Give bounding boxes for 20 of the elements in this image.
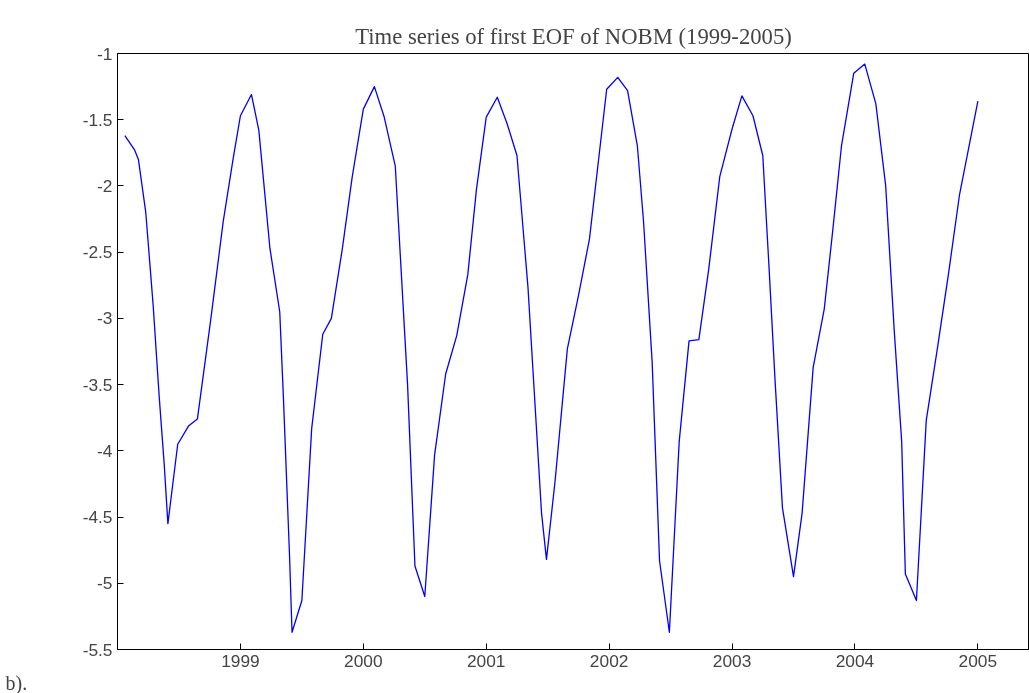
x-tick-label: 2002 xyxy=(589,650,629,671)
text: b). xyxy=(5,671,28,693)
x-tick-label: 1999 xyxy=(221,650,260,671)
y-tick-label: -1 xyxy=(97,43,113,64)
y-tick-label: -2.5 xyxy=(82,242,113,263)
chart-title: Time series of first EOF of NOBM (1999-2005) xyxy=(355,23,792,49)
x-tick-label: 2004 xyxy=(835,650,875,671)
x-tick-label: 2005 xyxy=(958,650,998,671)
y-tick-label: -5.5 xyxy=(82,639,113,660)
x-tick-label: 2000 xyxy=(344,650,383,671)
y-tick-label: -3 xyxy=(97,308,113,329)
y-tick-label: -2 xyxy=(97,175,113,196)
y-tick-label: -5 xyxy=(97,573,113,594)
line-series xyxy=(124,63,979,633)
y-tick-label: -4.5 xyxy=(82,507,113,528)
x-tick-label: 2003 xyxy=(712,650,752,671)
y-tick-label: -4 xyxy=(97,440,113,461)
y-tick-label: -3.5 xyxy=(82,374,113,395)
x-tick-label: 2001 xyxy=(466,650,506,671)
y-tick-label: -1.5 xyxy=(82,109,113,130)
